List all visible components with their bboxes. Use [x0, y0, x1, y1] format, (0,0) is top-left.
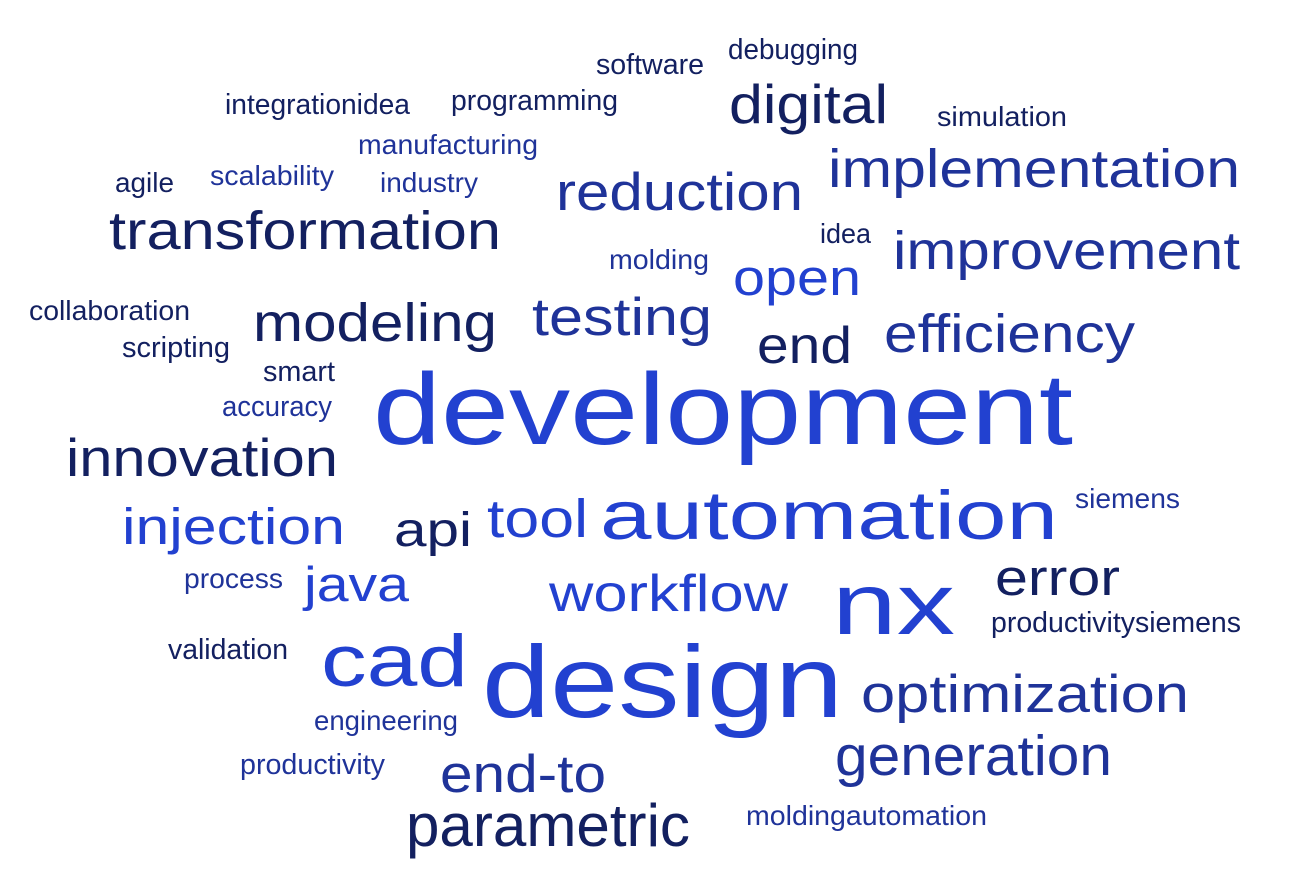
word-transformation: transformation [109, 200, 501, 261]
word-injection: injection [122, 497, 345, 555]
word-api: api [394, 504, 473, 557]
word-open: open [733, 248, 862, 306]
word-parametric: parametric [406, 791, 690, 859]
word-tool: tool [487, 488, 589, 549]
word-simulation: simulation [937, 100, 1067, 132]
word-java: java [304, 557, 410, 612]
word-validation: validation [168, 633, 288, 666]
word-scalability: scalability [210, 159, 335, 191]
word-improvement: improvement [893, 220, 1241, 281]
word-moldingautomation: moldingautomation [746, 799, 987, 831]
word-design: design [482, 624, 843, 739]
word-accuracy: accuracy [222, 390, 333, 423]
word-end: end [757, 316, 852, 375]
word-testing: testing [532, 287, 713, 347]
word-smart: smart [263, 355, 335, 388]
word-error: error [995, 548, 1121, 606]
word-end-to: end-to [440, 744, 607, 804]
word-generation: generation [835, 723, 1112, 788]
word-collaboration: collaboration [29, 294, 191, 326]
word-idea: idea [820, 217, 871, 249]
word-reduction: reduction [556, 162, 804, 222]
word-cad: cad [321, 621, 468, 702]
word-efficiency: efficiency [884, 303, 1135, 364]
word-siemens: siemens [1075, 482, 1180, 514]
word-engineering: engineering [314, 704, 459, 736]
word-agile: agile [115, 166, 175, 198]
word-software: software [596, 48, 704, 81]
word-productivitysiemens: productivitysiemens [991, 606, 1241, 639]
word-industry: industry [380, 166, 478, 198]
word-development: development [373, 353, 1074, 466]
word-manufacturing: manufacturing [358, 128, 538, 160]
word-automation: automation [600, 477, 1058, 554]
word-workflow: workflow [549, 564, 788, 623]
word-nx: nx [832, 555, 955, 653]
word-scripting: scripting [122, 332, 230, 364]
word-molding: molding [609, 243, 710, 275]
word-productivity: productivity [240, 748, 385, 781]
word-programming: programming [451, 84, 618, 117]
word-innovation: innovation [66, 428, 338, 488]
word-optimization: optimization [861, 664, 1190, 724]
word-implementation: implementation [828, 138, 1240, 199]
word-process: process [184, 562, 283, 594]
word-modeling: modeling [253, 292, 497, 353]
word-integrationidea: integrationidea [225, 88, 410, 121]
word-digital: digital [729, 72, 888, 135]
word-debugging: debugging [728, 33, 858, 66]
